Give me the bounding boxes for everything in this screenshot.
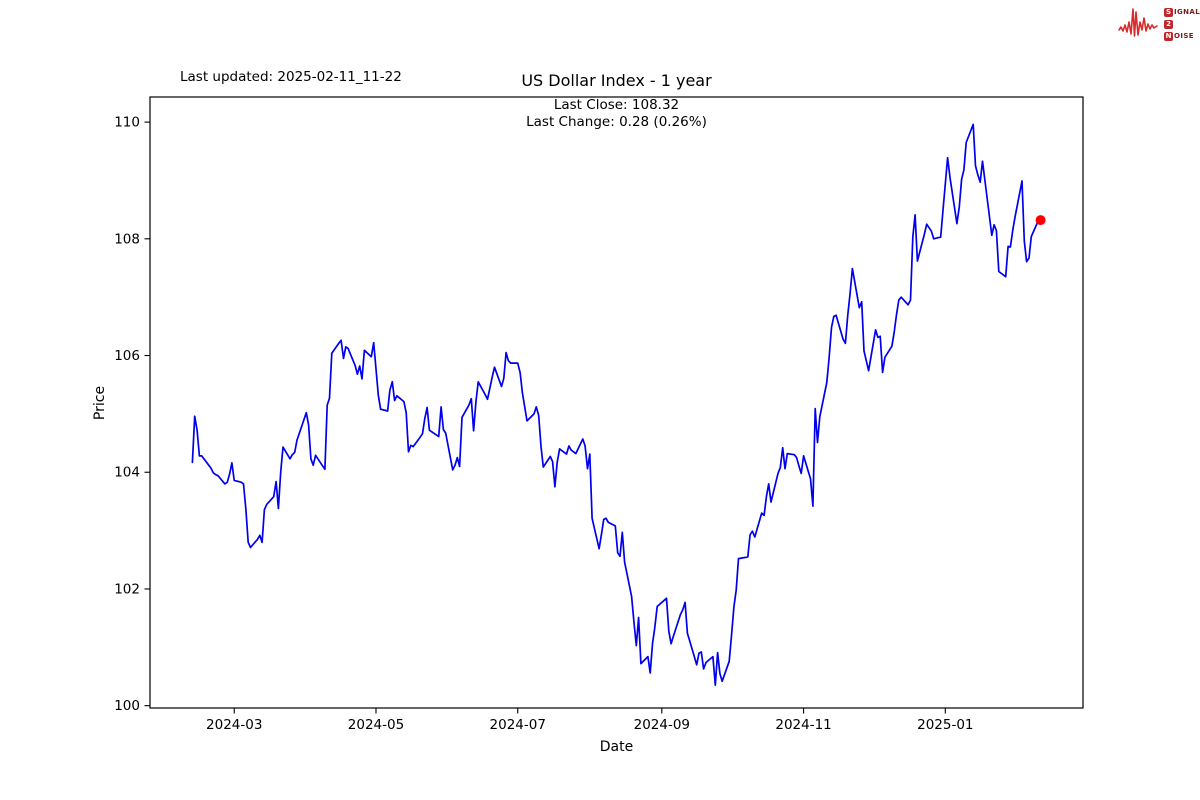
last-change-label: Last Change: 0.28 (0.26%) (526, 114, 707, 130)
x-tick-label: 2024-05 (348, 717, 404, 733)
logo-rest-ignal: IGNAL (1174, 8, 1200, 16)
x-tick-label: 2024-09 (634, 717, 690, 733)
logo-row-2: 2 (1164, 19, 1200, 30)
chart-annotation: Last Close: 108.32 Last Change: 0.28 (0.… (150, 97, 1083, 131)
y-tick-label: 106 (114, 348, 140, 364)
x-tick-label: 2025-01 (917, 717, 973, 733)
logo-initial-s: S (1164, 7, 1173, 17)
logo-row-signal: S IGNAL (1164, 7, 1200, 18)
price-line (191, 123, 1042, 687)
logo-initial-n: N (1164, 31, 1173, 41)
axes-frame (149, 96, 1084, 709)
last-updated-label: Last updated: 2025-02-11_11-22 (180, 69, 402, 85)
x-tick-label: 2024-11 (775, 717, 831, 733)
chart-title: US Dollar Index - 1 year (521, 71, 712, 90)
x-tick-label: 2024-07 (490, 717, 546, 733)
logo-text: S IGNAL 2 N OISE (1164, 7, 1200, 42)
y-tick-label: 110 (114, 115, 140, 131)
signal2noise-logo: S IGNAL 2 N OISE (1118, 4, 1200, 44)
last-close-label: Last Close: 108.32 (553, 97, 680, 113)
x-axis-label: Date (599, 739, 634, 755)
y-tick-label: 108 (114, 231, 140, 247)
y-axis-label: Price (92, 385, 108, 421)
last-price-dot (1035, 215, 1046, 226)
y-tick-label: 104 (114, 465, 140, 481)
y-tick-label: 100 (114, 698, 140, 714)
logo-row-noise: N OISE (1164, 31, 1200, 42)
x-tick-label: 2024-03 (206, 717, 262, 733)
heartbeat-waveform-icon (1118, 8, 1158, 37)
y-tick-label: 102 (114, 581, 140, 597)
logo-initial-2: 2 (1164, 19, 1173, 29)
logo-rest-oise: OISE (1174, 32, 1194, 40)
